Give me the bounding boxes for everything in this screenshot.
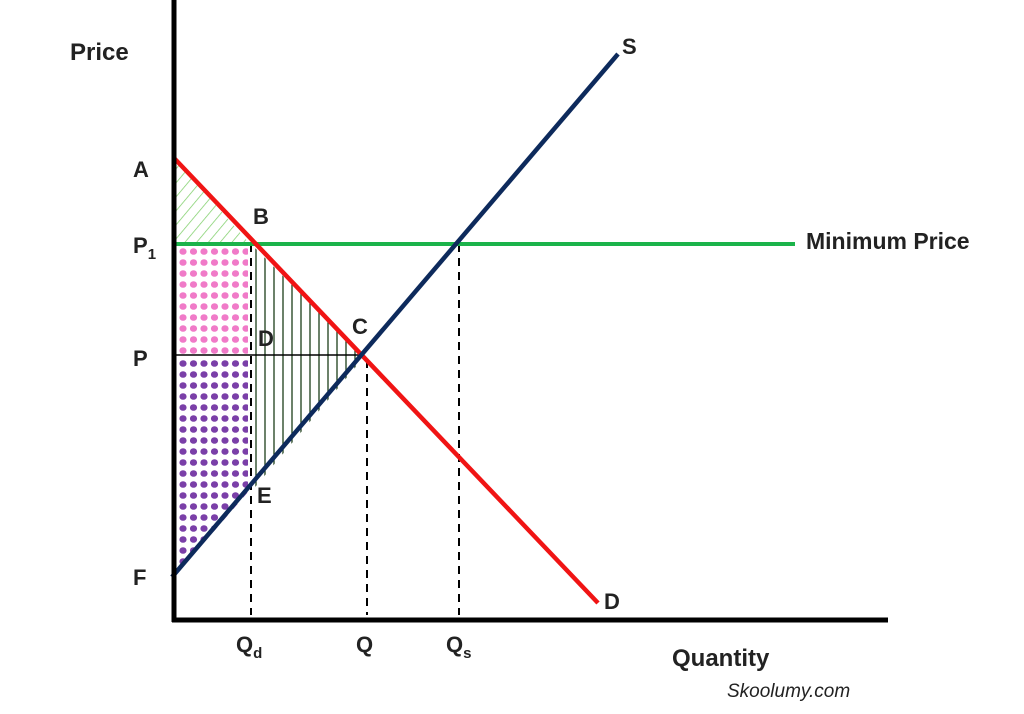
price-label-p1-sub: 1 xyxy=(148,246,156,263)
supply-curve-label: S xyxy=(622,34,637,59)
price-label-p1: P1 xyxy=(133,233,156,263)
quantity-label-qs-sub: s xyxy=(463,645,471,662)
point-label-c: C xyxy=(352,314,368,339)
y-axis-label: Price xyxy=(70,39,129,66)
point-label-b: B xyxy=(253,204,269,229)
price-label-p: P xyxy=(133,346,148,371)
price-label-a: A xyxy=(133,157,149,182)
minimum-price-label: Minimum Price xyxy=(806,228,970,254)
quantity-label-qs: Qs xyxy=(446,632,471,662)
demand-curve-label: D xyxy=(604,589,620,614)
supply-curve xyxy=(170,52,620,579)
producer-surplus-region xyxy=(176,357,248,575)
point-label-d: D xyxy=(258,326,274,351)
point-label-e: E xyxy=(257,483,272,508)
deadweight-loss-region xyxy=(251,244,364,492)
transfer-region xyxy=(176,245,248,355)
quantity-label-q: Q xyxy=(356,632,373,657)
watermark: Skoolumy.com xyxy=(727,681,850,702)
quantity-label-qd: Qd xyxy=(236,632,262,662)
price-label-f: F xyxy=(133,565,146,590)
demand-curve xyxy=(172,156,600,605)
quantity-label-qd-sub: d xyxy=(253,645,262,662)
x-axis-label: Quantity xyxy=(672,645,770,672)
